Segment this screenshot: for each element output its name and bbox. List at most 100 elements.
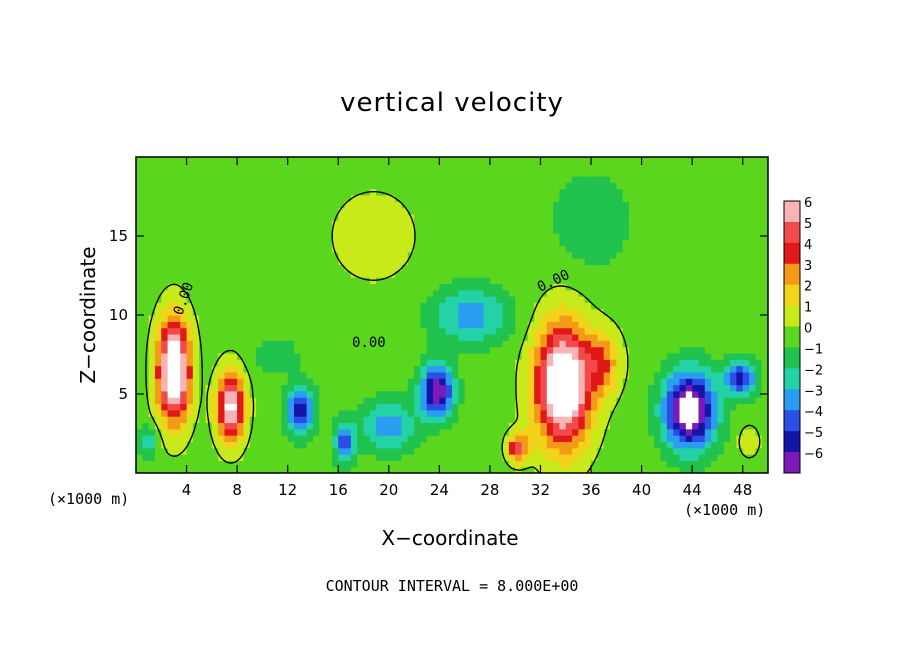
- heatmap-cell: [173, 321, 181, 329]
- heatmap-cell: [540, 454, 548, 461]
- heatmap-cell: [635, 333, 643, 341]
- heatmap-cell: [199, 321, 207, 329]
- heatmap-cell: [401, 327, 409, 335]
- heatmap-cell: [723, 397, 731, 405]
- heatmap-cell: [439, 378, 447, 386]
- heatmap-cell: [167, 169, 175, 177]
- heatmap-cell: [167, 403, 175, 411]
- heatmap-cell: [192, 390, 200, 398]
- heatmap-cell: [692, 283, 700, 291]
- heatmap-cell: [685, 359, 693, 367]
- heatmap-cell: [489, 333, 497, 341]
- heatmap-cell: [338, 441, 346, 449]
- heatmap-cell: [376, 175, 384, 183]
- heatmap-cell: [414, 232, 421, 240]
- heatmap-cell: [180, 321, 188, 329]
- heatmap-cell: [565, 390, 573, 398]
- heatmap-cell: [401, 441, 409, 449]
- heatmap-cell: [136, 302, 143, 310]
- heatmap-cell: [148, 270, 156, 278]
- heatmap-cell: [445, 327, 453, 335]
- heatmap-cell: [452, 416, 459, 424]
- heatmap-cell: [350, 378, 358, 386]
- heatmap-cell: [300, 435, 308, 442]
- heatmap-cell: [325, 390, 333, 398]
- heatmap-cell: [256, 397, 263, 405]
- heatmap-cell: [388, 296, 396, 303]
- heatmap-cell: [483, 359, 491, 367]
- heatmap-cell: [622, 365, 630, 373]
- heatmap-cell: [173, 346, 181, 354]
- heatmap-cell: [489, 384, 497, 392]
- heatmap-cell: [698, 428, 706, 436]
- heatmap-cell: [357, 296, 365, 303]
- heatmap-cell: [294, 315, 301, 322]
- heatmap-cell: [603, 207, 611, 215]
- heatmap-cell: [338, 308, 346, 316]
- heatmap-cell: [717, 416, 725, 424]
- heatmap-cell: [540, 251, 548, 259]
- heatmap-cell: [584, 390, 592, 398]
- heatmap-cell: [660, 365, 668, 373]
- heatmap-cell: [698, 390, 706, 398]
- heatmap-cell: [452, 213, 459, 221]
- heatmap-cell: [306, 359, 314, 367]
- heatmap-cell: [452, 321, 459, 329]
- heatmap-cell: [376, 194, 384, 202]
- heatmap-cell: [262, 289, 270, 297]
- heatmap-cell: [698, 283, 706, 291]
- heatmap-cell: [742, 397, 750, 405]
- heatmap-cell: [237, 371, 245, 379]
- heatmap-cell: [192, 403, 200, 411]
- heatmap-cell: [192, 175, 200, 183]
- heatmap-cell: [401, 182, 409, 190]
- heatmap-cell: [641, 466, 649, 473]
- heatmap-cell: [420, 163, 428, 171]
- heatmap-cell: [597, 182, 605, 190]
- heatmap-cell: [319, 416, 327, 424]
- heatmap-cell: [230, 416, 238, 424]
- heatmap-cell: [521, 321, 529, 329]
- heatmap-cell: [666, 270, 674, 278]
- heatmap-cell: [508, 321, 516, 329]
- heatmap-cell: [534, 340, 542, 348]
- heatmap-cell: [395, 289, 403, 297]
- heatmap-cell: [553, 157, 561, 164]
- heatmap-cell: [584, 207, 592, 215]
- heatmap-cell: [679, 308, 687, 316]
- heatmap-cell: [376, 333, 384, 341]
- heatmap-cell: [312, 194, 320, 202]
- heatmap-cell: [407, 416, 415, 424]
- heatmap-cell: [325, 365, 333, 373]
- heatmap-cell: [357, 270, 365, 278]
- heatmap-cell: [685, 182, 693, 190]
- heatmap-cell: [433, 466, 440, 473]
- heatmap-cell: [161, 239, 169, 247]
- heatmap-cell: [597, 270, 605, 278]
- heatmap-cell: [148, 428, 156, 436]
- heatmap-cell: [344, 327, 352, 335]
- heatmap-cell: [685, 333, 693, 341]
- heatmap-cell: [597, 359, 605, 367]
- heatmap-cell: [559, 397, 567, 405]
- heatmap-cell: [388, 308, 396, 316]
- heatmap-cell: [736, 327, 744, 335]
- heatmap-cell: [363, 302, 371, 310]
- heatmap-cell: [218, 390, 226, 398]
- heatmap-cell: [136, 207, 143, 215]
- heatmap-cell: [635, 466, 643, 473]
- heatmap-cell: [521, 194, 529, 202]
- heatmap-cell: [591, 283, 598, 291]
- heatmap-cell: [275, 315, 282, 322]
- heatmap-cell: [205, 371, 213, 379]
- heatmap-cell: [534, 207, 542, 215]
- heatmap-cell: [154, 327, 162, 335]
- heatmap-cell: [281, 359, 289, 367]
- heatmap-cell: [660, 333, 668, 341]
- heatmap-cell: [154, 264, 162, 272]
- heatmap-cell: [211, 315, 219, 322]
- heatmap-cell: [723, 258, 731, 266]
- heatmap-cell: [565, 264, 573, 272]
- heatmap-cell: [742, 157, 750, 164]
- heatmap-cell: [300, 466, 308, 473]
